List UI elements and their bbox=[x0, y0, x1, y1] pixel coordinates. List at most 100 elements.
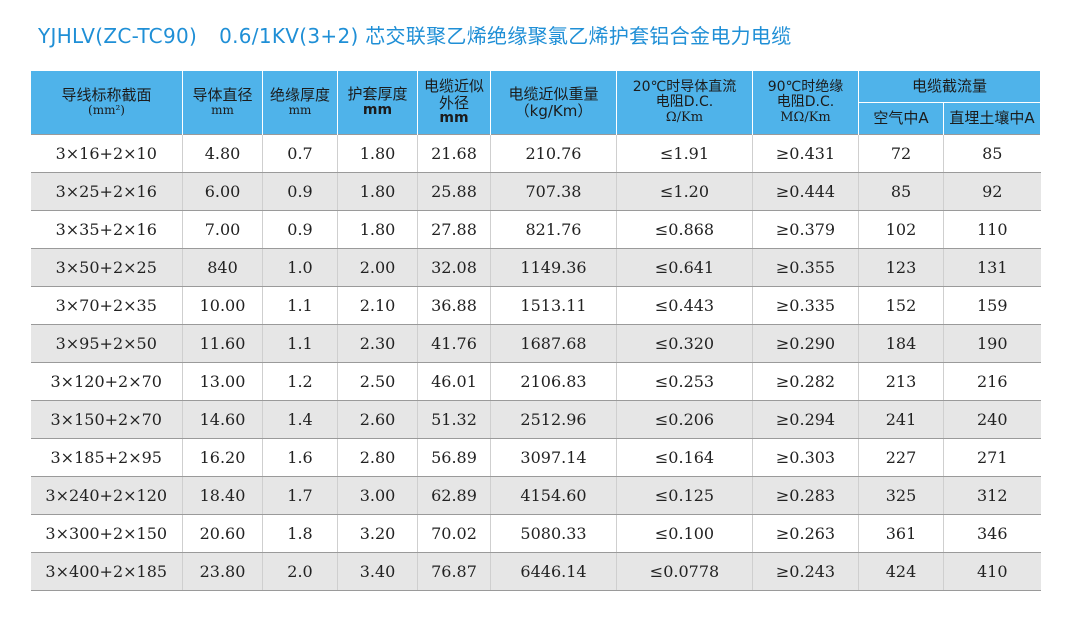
header-weight: 电缆近似重量 （kg/Km） bbox=[490, 70, 617, 135]
cell-conductor-diameter: 18.40 bbox=[182, 476, 263, 515]
cell-outer-diameter: 25.88 bbox=[417, 172, 491, 211]
table-row: 3×185+2×95 16.20 1.6 2.80 56.89 3097.14 ≤0.164… bbox=[30, 438, 1041, 477]
cell-dc-resistance: ≤1.20 bbox=[616, 172, 753, 211]
cell-insulation-resistance: ≥0.290 bbox=[752, 324, 859, 363]
cell-outer-diameter: 70.02 bbox=[417, 514, 491, 553]
cell-outer-diameter: 41.76 bbox=[417, 324, 491, 363]
table-row: 3×150+2×70 14.60 1.4 2.60 51.32 2512.96 ≤0.206… bbox=[30, 400, 1041, 439]
cell-dc-resistance: ≤0.125 bbox=[616, 476, 753, 515]
cell-cross-section: 3×120+2×70 bbox=[30, 362, 183, 401]
cell-sheath-thickness: 2.60 bbox=[337, 400, 418, 439]
table-row: 3×16+2×10 4.80 0.7 1.80 21.68 210.76 ≤1.91 ≥0.4… bbox=[30, 134, 1041, 173]
cell-insulation-thickness: 1.0 bbox=[262, 248, 338, 287]
cell-ampacity-soil: 92 bbox=[943, 172, 1041, 211]
page-title: YJHLV(ZC-TC90) 0.6/1KV(3+2) 芯交联聚乙烯绝缘聚氯乙烯护… bbox=[38, 20, 814, 49]
cell-sheath-thickness: 1.80 bbox=[337, 210, 418, 249]
header-outer-diameter: 电缆近似 外径 mm bbox=[417, 70, 491, 135]
cell-insulation-resistance: ≥0.243 bbox=[752, 552, 859, 591]
cell-dc-resistance: ≤0.206 bbox=[616, 400, 753, 439]
cell-weight: 707.38 bbox=[490, 172, 617, 211]
cell-conductor-diameter: 13.00 bbox=[182, 362, 263, 401]
cell-weight: 3097.14 bbox=[490, 438, 617, 477]
header-sheath-thickness: 护套厚度 mm bbox=[337, 70, 418, 135]
header-cross-section: 导线标称截面 (mm²) bbox=[30, 70, 183, 135]
cell-outer-diameter: 46.01 bbox=[417, 362, 491, 401]
cell-outer-diameter: 76.87 bbox=[417, 552, 491, 591]
cell-cross-section: 3×300+2×150 bbox=[30, 514, 183, 553]
cell-conductor-diameter: 7.00 bbox=[182, 210, 263, 249]
cell-outer-diameter: 36.88 bbox=[417, 286, 491, 325]
cell-weight: 1513.11 bbox=[490, 286, 617, 325]
cell-dc-resistance: ≤0.100 bbox=[616, 514, 753, 553]
header-insulation-thickness: 绝缘厚度 mm bbox=[262, 70, 338, 135]
cell-weight: 1687.68 bbox=[490, 324, 617, 363]
table-row: 3×25+2×16 6.00 0.9 1.80 25.88 707.38 ≤1.20 ≥0.4… bbox=[30, 172, 1041, 211]
header-conductor-diameter: 导体直径 mm bbox=[182, 70, 263, 135]
cell-dc-resistance: ≤0.253 bbox=[616, 362, 753, 401]
cell-insulation-resistance: ≥0.335 bbox=[752, 286, 859, 325]
cell-conductor-diameter: 11.60 bbox=[182, 324, 263, 363]
cell-insulation-thickness: 1.2 bbox=[262, 362, 338, 401]
cell-ampacity-air: 213 bbox=[858, 362, 944, 401]
cell-cross-section: 3×185+2×95 bbox=[30, 438, 183, 477]
model-code: YJHLV(ZC-TC90) bbox=[38, 24, 198, 48]
cell-dc-resistance: ≤0.868 bbox=[616, 210, 753, 249]
header-in-air: 空气中A bbox=[858, 102, 944, 135]
cell-conductor-diameter: 16.20 bbox=[182, 438, 263, 477]
cell-ampacity-air: 102 bbox=[858, 210, 944, 249]
cell-weight: 2512.96 bbox=[490, 400, 617, 439]
cell-ampacity-soil: 159 bbox=[943, 286, 1041, 325]
cell-sheath-thickness: 3.20 bbox=[337, 514, 418, 553]
cell-ampacity-soil: 85 bbox=[943, 134, 1041, 173]
cell-ampacity-soil: 190 bbox=[943, 324, 1041, 363]
cell-sheath-thickness: 1.80 bbox=[337, 172, 418, 211]
cell-dc-resistance: ≤0.320 bbox=[616, 324, 753, 363]
cell-weight: 4154.60 bbox=[490, 476, 617, 515]
cell-ampacity-air: 72 bbox=[858, 134, 944, 173]
cell-insulation-resistance: ≥0.282 bbox=[752, 362, 859, 401]
cell-conductor-diameter: 6.00 bbox=[182, 172, 263, 211]
cell-sheath-thickness: 2.80 bbox=[337, 438, 418, 477]
cell-insulation-thickness: 0.7 bbox=[262, 134, 338, 173]
header-in-soil: 直埋土壤中A bbox=[942, 102, 1042, 135]
cell-insulation-thickness: 0.9 bbox=[262, 210, 338, 249]
cell-ampacity-air: 184 bbox=[858, 324, 944, 363]
cell-conductor-diameter: 4.80 bbox=[182, 134, 263, 173]
table-row: 3×120+2×70 13.00 1.2 2.50 46.01 2106.83 ≤0.253… bbox=[30, 362, 1041, 401]
cell-insulation-thickness: 1.1 bbox=[262, 324, 338, 363]
cell-insulation-resistance: ≥0.431 bbox=[752, 134, 859, 173]
cell-insulation-resistance: ≥0.444 bbox=[752, 172, 859, 211]
cell-sheath-thickness: 2.10 bbox=[337, 286, 418, 325]
cell-outer-diameter: 32.08 bbox=[417, 248, 491, 287]
cell-ampacity-soil: 410 bbox=[943, 552, 1041, 591]
header-dc-resistance: 20℃时导体直流 电阻D.C. Ω/Km bbox=[616, 70, 753, 135]
cell-weight: 6446.14 bbox=[490, 552, 617, 591]
cell-cross-section: 3×16+2×10 bbox=[30, 134, 183, 173]
cell-ampacity-soil: 271 bbox=[943, 438, 1041, 477]
cell-dc-resistance: ≤1.91 bbox=[616, 134, 753, 173]
cell-insulation-thickness: 1.8 bbox=[262, 514, 338, 553]
cell-weight: 821.76 bbox=[490, 210, 617, 249]
cell-outer-diameter: 21.68 bbox=[417, 134, 491, 173]
cell-ampacity-air: 241 bbox=[858, 400, 944, 439]
cell-cross-section: 3×240+2×120 bbox=[30, 476, 183, 515]
cell-insulation-resistance: ≥0.294 bbox=[752, 400, 859, 439]
cell-ampacity-soil: 346 bbox=[943, 514, 1041, 553]
cell-sheath-thickness: 3.40 bbox=[337, 552, 418, 591]
cell-ampacity-soil: 131 bbox=[943, 248, 1041, 287]
cell-outer-diameter: 51.32 bbox=[417, 400, 491, 439]
cell-sheath-thickness: 2.50 bbox=[337, 362, 418, 401]
cell-insulation-thickness: 2.0 bbox=[262, 552, 338, 591]
cell-cross-section: 3×95+2×50 bbox=[30, 324, 183, 363]
cell-ampacity-air: 227 bbox=[858, 438, 944, 477]
cell-ampacity-air: 152 bbox=[858, 286, 944, 325]
table-row: 3×95+2×50 11.60 1.1 2.30 41.76 1687.68 ≤0.320 ≥… bbox=[30, 324, 1041, 363]
table-row: 3×240+2×120 18.40 1.7 3.00 62.89 4154.60 ≤0.12… bbox=[30, 476, 1041, 515]
table-row: 3×70+2×35 10.00 1.1 2.10 36.88 1513.11 ≤0.443 ≥… bbox=[30, 286, 1041, 325]
cell-outer-diameter: 27.88 bbox=[417, 210, 491, 249]
cell-dc-resistance: ≤0.443 bbox=[616, 286, 753, 325]
table-row: 3×400+2×185 23.80 2.0 3.40 76.87 6446.14 ≤0.07… bbox=[30, 552, 1041, 591]
title-description: 0.6/1KV(3+2) 芯交联聚乙烯绝缘聚氯乙烯护套铝合金电力电缆 bbox=[219, 24, 792, 48]
cell-conductor-diameter: 20.60 bbox=[182, 514, 263, 553]
cell-dc-resistance: ≤0.641 bbox=[616, 248, 753, 287]
